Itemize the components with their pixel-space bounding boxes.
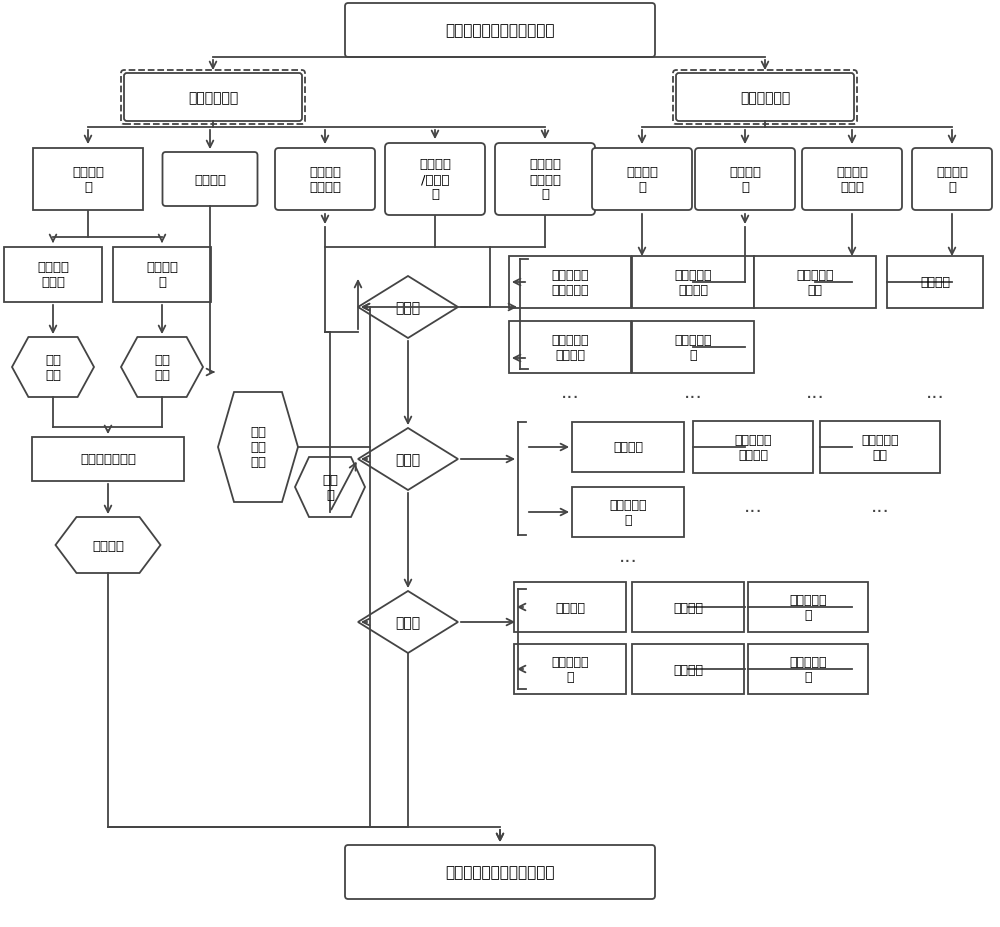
Bar (632, 582, 744, 632)
Text: 经济性: 经济性 (395, 452, 421, 466)
Text: 前后对比
法: 前后对比 法 (626, 166, 658, 194)
Text: 削（移）峰
填谷能力: 削（移）峰 填谷能力 (551, 334, 589, 362)
FancyBboxPatch shape (275, 149, 375, 210)
Text: 风光储协同
配合能力: 风光储协同 配合能力 (674, 269, 712, 297)
Text: ···: ··· (619, 552, 637, 572)
FancyBboxPatch shape (695, 149, 795, 210)
Text: 主观
权重: 主观 权重 (45, 353, 61, 382)
Polygon shape (358, 591, 458, 654)
Text: 技术革新和
改造投入: 技术革新和 改造投入 (734, 434, 772, 462)
Text: 项目
总体
效果: 项目 总体 效果 (250, 426, 266, 469)
Text: 政策性补贴
收益: 政策性补贴 收益 (861, 434, 899, 462)
Bar (509, 257, 631, 309)
Polygon shape (121, 337, 203, 398)
Text: ···: ··· (561, 388, 579, 407)
Text: ···: ··· (806, 388, 824, 407)
Bar (887, 257, 983, 309)
Bar (509, 322, 631, 374)
Text: ···: ··· (744, 503, 762, 522)
Polygon shape (56, 517, 160, 574)
Text: 有功功率变
化量: 有功功率变 化量 (796, 269, 834, 297)
FancyBboxPatch shape (345, 4, 655, 57)
Text: 售电收益: 售电收益 (613, 441, 643, 454)
Text: 曲线拟合
分析法: 曲线拟合 分析法 (836, 166, 868, 194)
Text: 故障概率: 故障概率 (920, 276, 950, 289)
FancyBboxPatch shape (385, 144, 485, 216)
Bar (514, 582, 626, 632)
Text: 静态电压稳
定储备系数: 静态电压稳 定储备系数 (551, 269, 589, 297)
Text: 基本评价方法: 基本评价方法 (740, 91, 790, 105)
Text: 社会性: 社会性 (395, 616, 421, 629)
Text: 信息熵赋
权: 信息熵赋 权 (146, 260, 178, 288)
Bar (748, 582, 868, 632)
FancyBboxPatch shape (124, 74, 302, 121)
Text: 系统安全风
险: 系统安全风 险 (674, 334, 712, 362)
Bar (572, 423, 684, 473)
Text: 就业效益: 就业效益 (555, 601, 585, 614)
Text: 保证
域: 保证 域 (322, 474, 338, 502)
Text: 减少污水效
益: 减少污水效 益 (789, 655, 827, 683)
Text: ···: ··· (926, 388, 944, 407)
FancyBboxPatch shape (802, 149, 902, 210)
Text: 技术性: 技术性 (395, 300, 421, 314)
Text: 风光储输示范工程评价方法: 风光储输示范工程评价方法 (445, 23, 555, 38)
Bar (4, 248, 102, 302)
Bar (632, 644, 744, 694)
FancyBboxPatch shape (676, 74, 854, 121)
Text: 最终权重: 最终权重 (92, 539, 124, 552)
Text: 区域经济效
益: 区域经济效 益 (551, 655, 589, 683)
Text: 雷达图法: 雷达图法 (194, 173, 226, 186)
FancyBboxPatch shape (592, 149, 692, 210)
Bar (748, 644, 868, 694)
Text: 运行维护成
本: 运行维护成 本 (609, 499, 647, 527)
FancyBboxPatch shape (673, 71, 857, 125)
Text: 权重的确
定: 权重的确 定 (72, 166, 104, 194)
Text: 减少废气效
益: 减少废气效 益 (789, 593, 827, 621)
Bar (632, 257, 754, 309)
Text: 灰色关联
度分析法: 灰色关联 度分析法 (309, 166, 341, 194)
Bar (33, 149, 143, 210)
Bar (514, 644, 626, 694)
Text: 数据包络
/保证域
法: 数据包络 /保证域 法 (419, 159, 451, 201)
Bar (693, 422, 813, 474)
Text: 层次分析
法赋权: 层次分析 法赋权 (37, 260, 69, 288)
Polygon shape (12, 337, 94, 398)
Text: 客观
权重: 客观 权重 (154, 353, 170, 382)
Bar (32, 438, 184, 481)
Bar (113, 248, 211, 302)
FancyBboxPatch shape (121, 71, 305, 125)
Text: 风光储输示范工程评价结果: 风光储输示范工程评价结果 (445, 865, 555, 880)
Polygon shape (358, 276, 458, 338)
FancyBboxPatch shape (162, 153, 258, 207)
Polygon shape (295, 458, 365, 517)
Text: 环保效益: 环保效益 (673, 601, 703, 614)
Polygon shape (358, 428, 458, 490)
FancyBboxPatch shape (345, 845, 655, 899)
Bar (820, 422, 940, 474)
Text: ···: ··· (871, 503, 889, 522)
Polygon shape (218, 392, 298, 502)
Text: 因素替换
法: 因素替换 法 (936, 166, 968, 194)
Text: 主客观权重结合: 主客观权重结合 (80, 453, 136, 466)
Bar (572, 488, 684, 538)
Text: 等价效益
加权平均
法: 等价效益 加权平均 法 (529, 159, 561, 201)
Text: 综合评价方法: 综合评价方法 (188, 91, 238, 105)
Text: 比率分析
法: 比率分析 法 (729, 166, 761, 194)
FancyBboxPatch shape (912, 149, 992, 210)
Text: ···: ··· (684, 388, 702, 407)
Text: 节能效益: 节能效益 (673, 663, 703, 676)
FancyBboxPatch shape (495, 144, 595, 216)
Bar (754, 257, 876, 309)
Bar (632, 322, 754, 374)
